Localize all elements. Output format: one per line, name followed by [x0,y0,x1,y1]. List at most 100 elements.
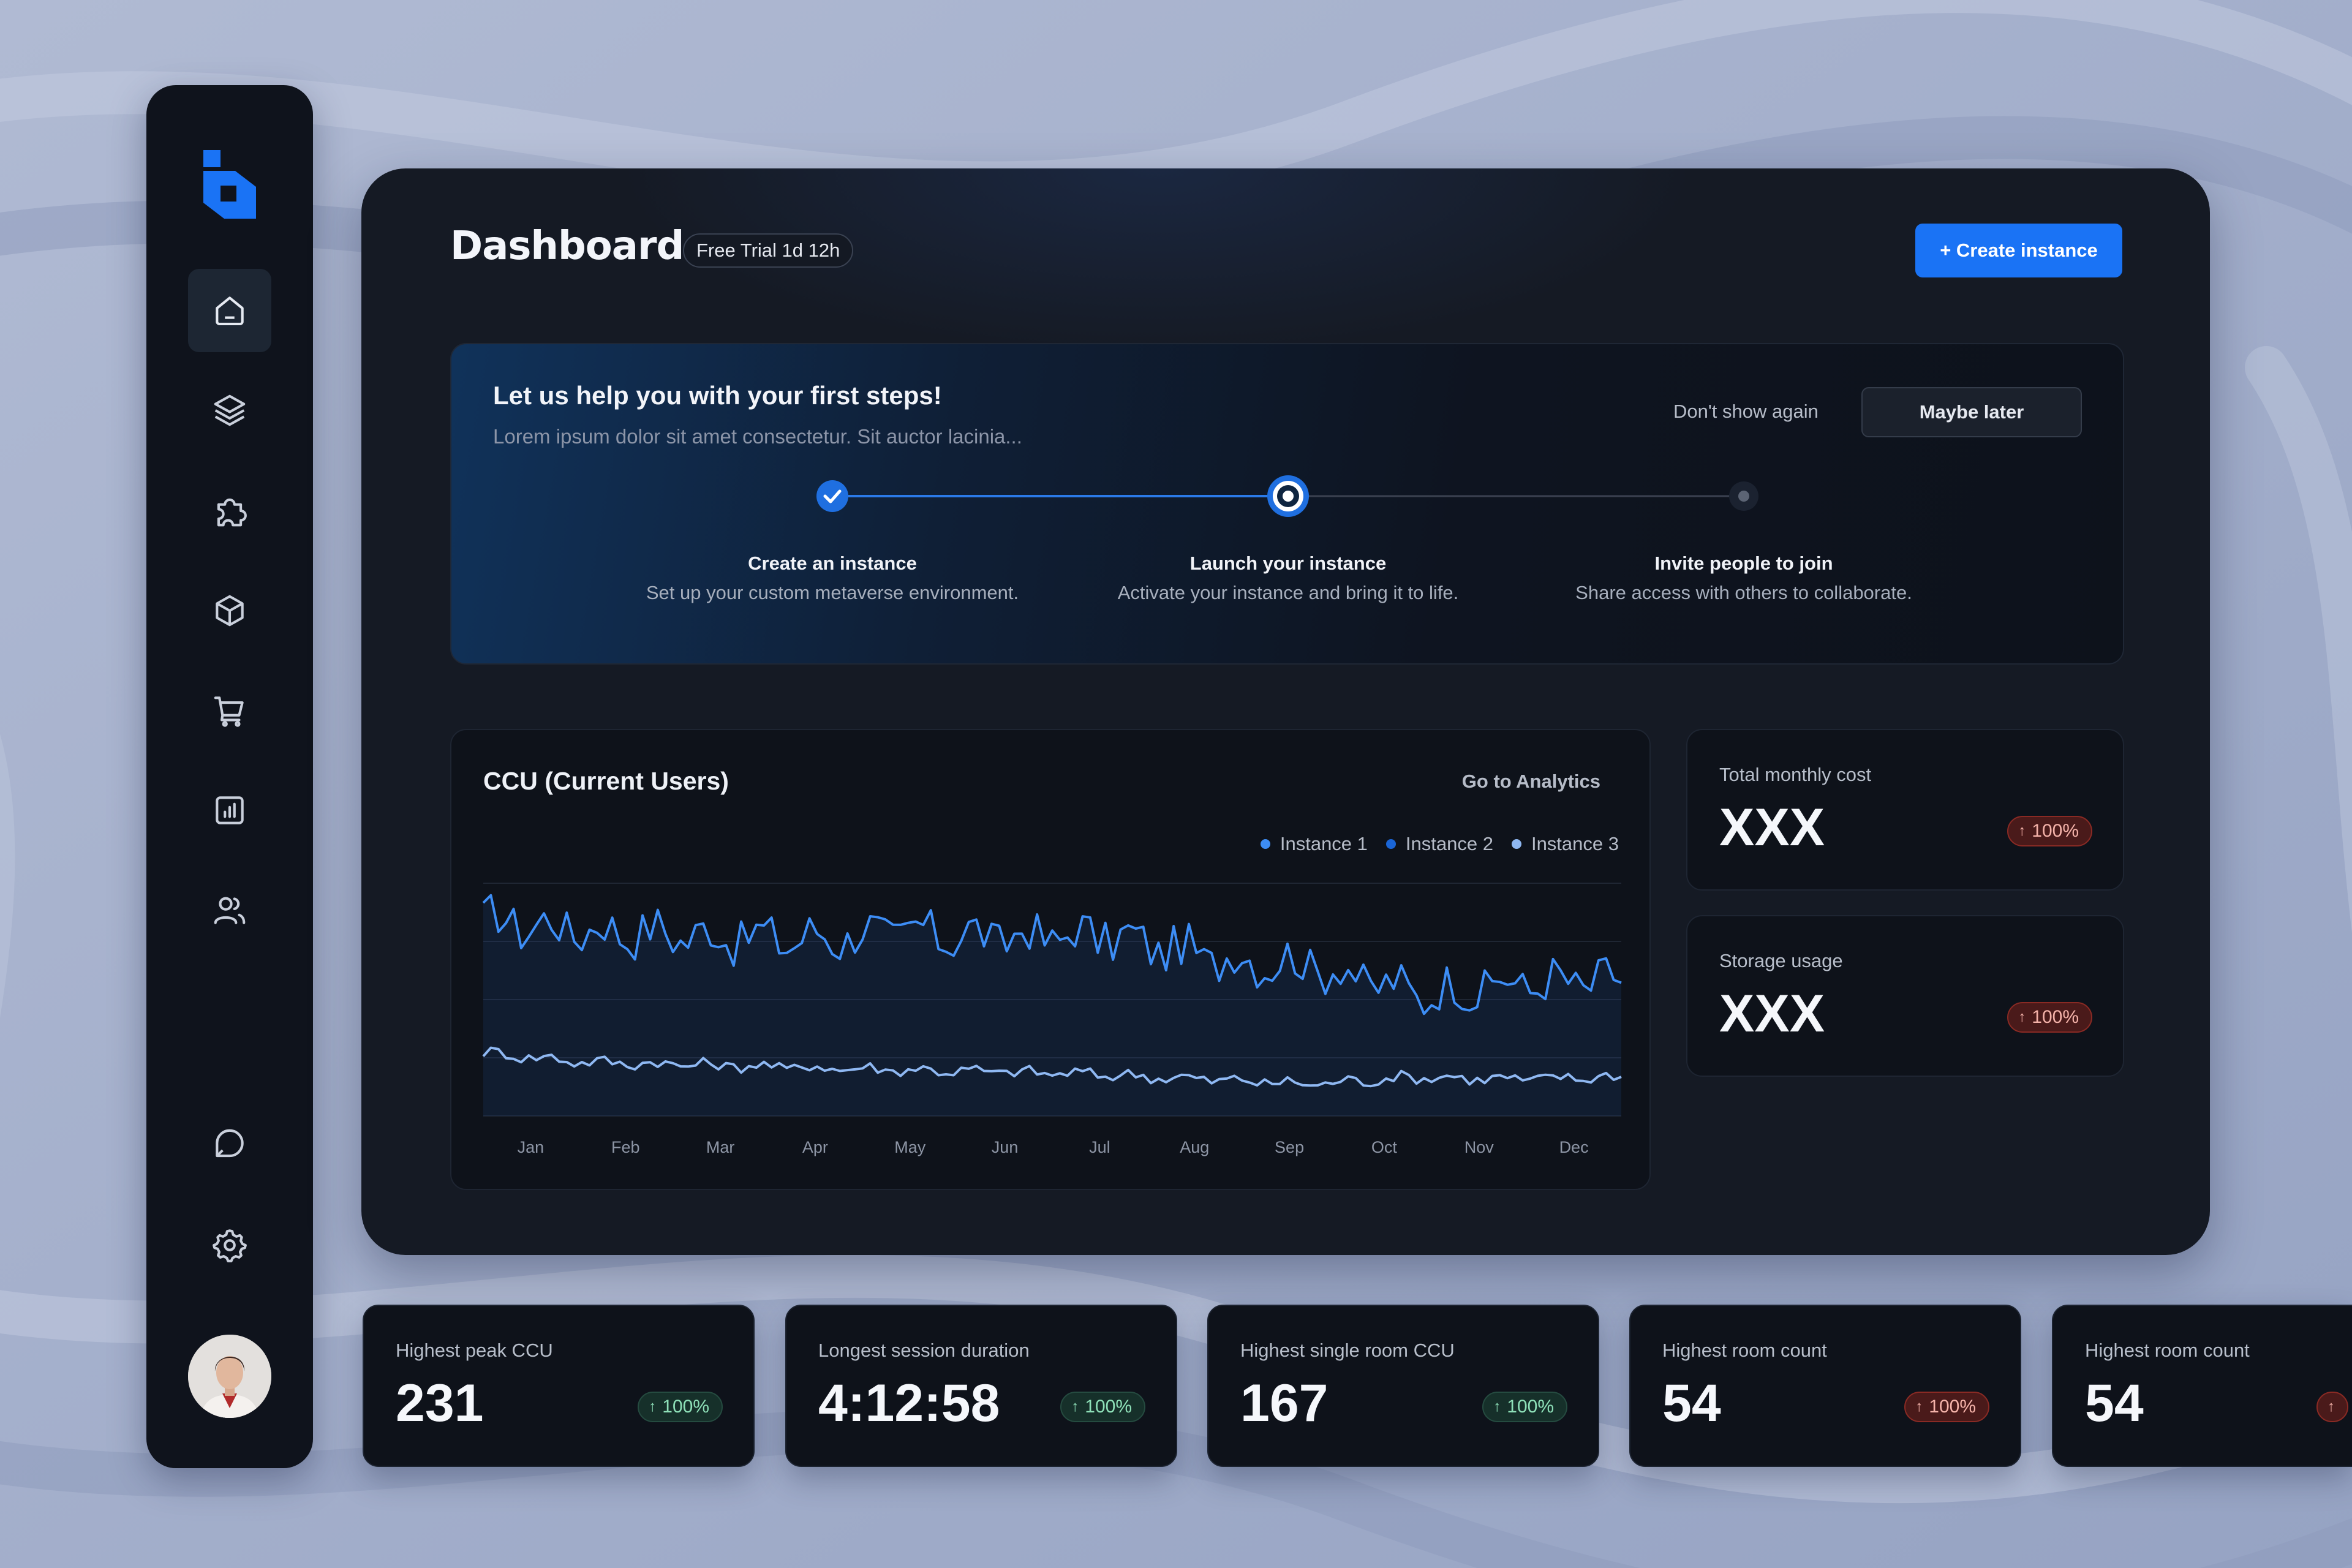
sidebar-item-analytics[interactable] [188,769,271,852]
legend-item[interactable]: Instance 2 [1385,833,1493,855]
puzzle-icon [217,498,247,527]
x-tick-label: Jul [1089,1138,1110,1156]
x-tick-label: Feb [611,1138,640,1156]
stat-card-peak-ccu[interactable]: Highest peak CCU 231 ↑ 100% [363,1305,755,1467]
step-description: Activate your instance and bring it to l… [1117,582,1459,603]
layers-icon [214,394,246,426]
stat-value: 54 [2085,1374,2144,1433]
step-create-instance[interactable]: Create an instance Set up your custom me… [612,552,1053,604]
cube-icon [216,595,244,627]
stat-label: Longest session duration [818,1340,1030,1361]
x-tick-label: Aug [1180,1138,1209,1156]
sidebar-item-assets[interactable] [188,569,271,652]
arrow-up-icon: ↑ [1493,1398,1501,1415]
arrow-up-icon: ↑ [2018,823,2026,839]
change-badge: ↑ 100% [2007,816,2092,846]
sidebar-item-support[interactable] [188,1103,271,1186]
legend-dot [1385,839,1396,849]
change-badge: ↑ [2316,1392,2348,1422]
stat-value: XXX [1719,798,1825,857]
dont-show-again-link[interactable]: Don't show again [1673,401,1819,422]
steps-progress [816,475,1758,517]
maybe-later-button[interactable]: Maybe later [1861,387,2082,437]
change-badge: ↑ 100% [1060,1392,1145,1422]
stat-value: 167 [1240,1374,1329,1433]
x-tick-label: Dec [1559,1138,1589,1156]
avatar[interactable] [188,1335,271,1418]
go-to-analytics-link[interactable]: Go to Analytics [1461,771,1600,792]
main-panel: Dashboard Free Trial 1d 12h + Create ins… [361,168,2210,1255]
step-name: Invite people to join [1654,552,1833,574]
arrow-up-icon: ↑ [2328,1398,2335,1415]
legend-label: Instance 1 [1280,833,1368,854]
stat-label: Storage usage [1719,950,1843,971]
change-value: 100% [1929,1396,1976,1417]
x-tick-label: Apr [802,1138,828,1156]
legend-label: Instance 3 [1531,833,1619,854]
stat-value: XXX [1719,984,1825,1043]
change-value: 100% [662,1396,709,1417]
x-tick-label: Nov [1464,1138,1494,1156]
stat-label: Highest room count [1662,1340,1827,1361]
stat-label: Highest single room CCU [1240,1340,1455,1361]
legend-dot [1260,839,1270,849]
x-tick-label: Sep [1275,1138,1304,1156]
x-tick-label: Jan [518,1138,545,1156]
page-title: Dashboard [450,224,684,269]
stat-label: Highest peak CCU [396,1340,553,1361]
change-value: 100% [1085,1396,1132,1417]
change-badge: ↑ 100% [1904,1392,1989,1422]
series-area [483,895,1621,1116]
x-tick-label: Oct [1371,1138,1398,1156]
legend-dot [1511,839,1521,849]
legend-label: Instance 2 [1405,833,1493,854]
stat-card-monthly-cost[interactable]: Total monthly cost XXX ↑ 100% [1686,729,2124,891]
change-badge: ↑ 100% [2007,1002,2092,1033]
sidebar-item-home[interactable] [188,269,271,352]
arrow-up-icon: ↑ [1915,1398,1923,1415]
stat-card-room-ccu[interactable]: Highest single room CCU 167 ↑ 100% [1207,1305,1599,1467]
create-instance-button[interactable]: + Create instance [1915,224,2122,277]
step-done-icon [816,480,848,512]
x-tick-label: Mar [706,1138,735,1156]
legend-item[interactable]: Instance 1 [1260,833,1368,855]
chart-legend: Instance 1 Instance 2 Instance 3 [1260,833,1619,855]
avatar-image [188,1335,271,1418]
gear-icon [213,1229,247,1262]
stat-value: 4:12:58 [818,1374,1000,1433]
step-invite-people[interactable]: Invite people to join Share access with … [1523,552,1964,604]
change-badge: ↑ 100% [638,1392,723,1422]
step-current-icon [1267,475,1309,517]
step-name: Create an instance [748,552,917,574]
stat-card-storage-usage[interactable]: Storage usage XXX ↑ 100% [1686,915,2124,1077]
step-todo-icon [1729,481,1758,511]
stat-card-room-count[interactable]: Highest room count 54 ↑ 100% [1629,1305,2021,1467]
ccu-chart: Jan Feb Mar Apr May Jun Jul Aug Sep Oct Nov Dec [482,883,1622,1156]
sidebar-item-layers[interactable] [188,369,271,452]
sidebar-item-store[interactable] [188,669,271,752]
trial-badge: Free Trial 1d 12h [683,233,854,268]
stat-label: Total monthly cost [1719,764,1872,785]
arrow-up-icon: ↑ [1071,1398,1079,1415]
stat-card-session-duration[interactable]: Longest session duration 4:12:58 ↑ 100% [785,1305,1177,1467]
step-description: Share access with others to collaborate. [1575,582,1912,603]
cart-icon [214,696,244,727]
change-badge: ↑ 100% [1482,1392,1567,1422]
sidebar-item-integrations[interactable] [188,469,271,552]
step-name: Launch your instance [1189,552,1387,574]
logo-icon [203,150,256,219]
ccu-chart-card: Jan Feb Mar Apr May Jun Jul Aug Sep Oct Nov Dec CCU… [450,729,1651,1190]
change-value: 100% [1507,1396,1554,1417]
onboarding-card: Let us help you with your first steps! L… [450,343,2124,665]
stat-card-room-count-2[interactable]: Highest room count 54 ↑ [2052,1305,2352,1467]
step-launch-instance[interactable]: Launch your instance Activate your insta… [1068,552,1509,604]
sidebar-item-users[interactable] [188,869,271,952]
x-tick-label: Jun [992,1138,1019,1156]
chat-icon [216,1129,244,1158]
sidebar [146,85,313,1468]
sidebar-item-settings[interactable] [188,1204,271,1287]
legend-item[interactable]: Instance 3 [1511,833,1619,855]
users-icon [214,897,246,924]
onboarding-title: Let us help you with your first steps! [493,381,942,410]
home-icon [216,296,244,326]
